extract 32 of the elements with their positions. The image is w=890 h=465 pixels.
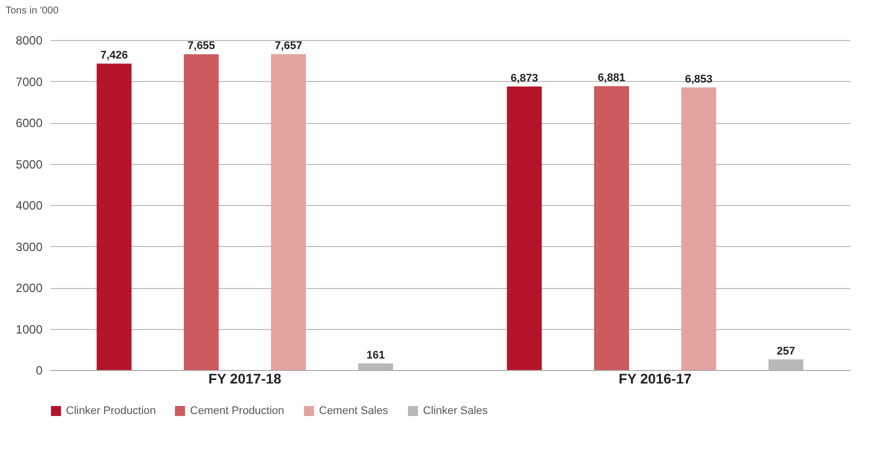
bar bbox=[506, 86, 542, 370]
data-label: 7,655 bbox=[188, 40, 216, 52]
y-tick-label: 8000 bbox=[16, 34, 43, 48]
legend-label: Clinker Production bbox=[66, 405, 156, 417]
y-axis-title: Tons in '000 bbox=[6, 6, 59, 16]
bar bbox=[358, 363, 394, 370]
y-tick-label: 0 bbox=[36, 364, 43, 378]
y-tick-label: 7000 bbox=[16, 74, 43, 89]
y-tick-label: 2000 bbox=[16, 281, 43, 295]
bar bbox=[594, 86, 629, 370]
y-tick-label: 1000 bbox=[16, 322, 43, 336]
y-tick-label: 3000 bbox=[16, 240, 43, 254]
data-label: 6,853 bbox=[684, 73, 712, 86]
legend-label: Cement Sales bbox=[319, 405, 389, 417]
data-label: 7,426 bbox=[100, 50, 128, 62]
bar bbox=[184, 54, 219, 370]
bar bbox=[271, 54, 306, 370]
y-tick-label: 4000 bbox=[16, 198, 43, 212]
legend-label: Clinker Sales bbox=[423, 405, 488, 417]
bar bbox=[768, 359, 804, 370]
x-tick-label: FY 2016-17 bbox=[618, 370, 692, 386]
y-tick-label: 6000 bbox=[16, 116, 43, 130]
data-label: 7,657 bbox=[274, 40, 302, 52]
legend-label: Cement Production bbox=[190, 405, 284, 417]
data-label: 6,873 bbox=[510, 72, 538, 84]
bar bbox=[681, 87, 716, 370]
data-label: 161 bbox=[366, 349, 385, 362]
data-label: 6,881 bbox=[598, 72, 626, 84]
data-label: 257 bbox=[776, 345, 796, 358]
y-tick-label: 5000 bbox=[16, 157, 43, 172]
x-tick-label: FY 2017-18 bbox=[208, 370, 282, 386]
bar bbox=[96, 64, 132, 370]
